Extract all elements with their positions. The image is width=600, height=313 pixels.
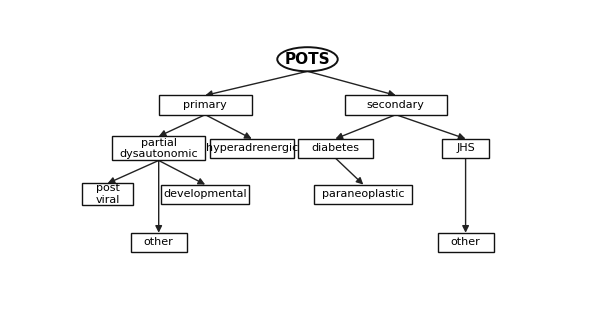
Text: hyperadrenergic: hyperadrenergic: [206, 143, 298, 153]
Text: diabetes: diabetes: [311, 143, 359, 153]
FancyBboxPatch shape: [442, 139, 489, 158]
Text: other: other: [144, 238, 173, 247]
FancyBboxPatch shape: [131, 233, 187, 252]
FancyBboxPatch shape: [298, 139, 373, 158]
Text: other: other: [451, 238, 481, 247]
Text: partial
dysautonomic: partial dysautonomic: [119, 138, 198, 159]
FancyBboxPatch shape: [344, 95, 447, 115]
Text: secondary: secondary: [367, 100, 425, 110]
FancyBboxPatch shape: [161, 185, 250, 204]
FancyBboxPatch shape: [210, 139, 293, 158]
Text: POTS: POTS: [284, 52, 331, 67]
FancyBboxPatch shape: [158, 95, 252, 115]
Text: JHS: JHS: [456, 143, 475, 153]
Ellipse shape: [277, 47, 338, 71]
FancyBboxPatch shape: [314, 185, 412, 204]
Text: paraneoplastic: paraneoplastic: [322, 189, 404, 199]
FancyBboxPatch shape: [438, 233, 493, 252]
FancyBboxPatch shape: [82, 183, 133, 205]
Text: primary: primary: [184, 100, 227, 110]
Text: post
viral: post viral: [95, 183, 120, 205]
Text: developmental: developmental: [163, 189, 247, 199]
FancyBboxPatch shape: [112, 136, 205, 161]
